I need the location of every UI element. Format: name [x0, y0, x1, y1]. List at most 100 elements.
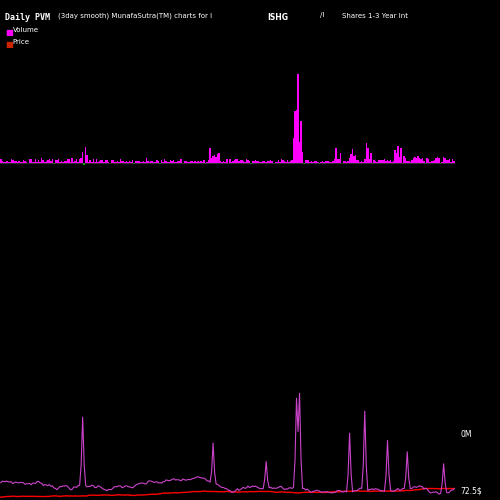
- Bar: [206, 162, 208, 163]
- Bar: [21, 162, 23, 163]
- Bar: [356, 160, 358, 163]
- Bar: [188, 162, 190, 163]
- Bar: [74, 162, 76, 163]
- Bar: [306, 160, 308, 163]
- Bar: [220, 162, 222, 163]
- Bar: [384, 158, 385, 163]
- Bar: [15, 161, 16, 163]
- Text: Shares 1-3 Year Int: Shares 1-3 Year Int: [342, 12, 408, 18]
- Text: ISHG: ISHG: [268, 12, 288, 22]
- Bar: [156, 160, 158, 163]
- Bar: [217, 154, 218, 163]
- Bar: [148, 162, 150, 163]
- Bar: [8, 162, 9, 163]
- Bar: [296, 110, 298, 163]
- Bar: [170, 160, 172, 163]
- Bar: [290, 161, 291, 163]
- Bar: [378, 160, 379, 163]
- Bar: [6, 161, 8, 163]
- Bar: [202, 162, 203, 163]
- Bar: [14, 161, 15, 163]
- Bar: [52, 158, 53, 163]
- Bar: [316, 162, 317, 163]
- Bar: [402, 163, 404, 164]
- Bar: [434, 160, 436, 163]
- Bar: [140, 162, 141, 163]
- Bar: [261, 162, 262, 163]
- Bar: [288, 162, 290, 163]
- Bar: [267, 160, 268, 163]
- Bar: [387, 160, 388, 163]
- Bar: [262, 160, 264, 163]
- Bar: [20, 162, 21, 163]
- Bar: [2, 162, 3, 163]
- Text: 72.5$: 72.5$: [460, 486, 482, 495]
- Bar: [122, 161, 123, 163]
- Bar: [100, 160, 102, 163]
- Bar: [141, 162, 142, 163]
- Bar: [240, 160, 241, 163]
- Bar: [192, 162, 194, 163]
- Bar: [226, 160, 228, 163]
- Bar: [374, 161, 376, 163]
- Bar: [324, 162, 326, 163]
- Bar: [60, 160, 62, 163]
- Bar: [298, 74, 299, 163]
- Bar: [126, 160, 128, 163]
- Bar: [142, 161, 144, 163]
- Bar: [116, 162, 117, 163]
- Bar: [247, 160, 248, 163]
- Bar: [348, 161, 349, 163]
- Bar: [302, 152, 304, 163]
- Bar: [443, 157, 444, 163]
- Bar: [38, 160, 40, 163]
- Bar: [104, 160, 106, 163]
- Bar: [323, 162, 324, 163]
- Bar: [4, 162, 6, 163]
- Bar: [311, 161, 312, 163]
- Bar: [59, 162, 60, 163]
- Bar: [211, 158, 212, 163]
- Bar: [48, 160, 50, 163]
- Bar: [191, 162, 192, 163]
- Bar: [134, 163, 135, 164]
- Bar: [255, 160, 256, 163]
- Bar: [437, 157, 438, 163]
- Bar: [82, 152, 84, 163]
- Bar: [150, 162, 152, 163]
- Bar: [203, 160, 205, 163]
- Bar: [278, 160, 279, 163]
- Bar: [318, 163, 320, 164]
- Bar: [444, 158, 446, 163]
- Bar: [88, 162, 90, 163]
- Bar: [436, 158, 437, 163]
- Bar: [41, 158, 42, 163]
- Bar: [65, 161, 66, 163]
- Bar: [367, 148, 368, 163]
- Bar: [197, 161, 198, 163]
- Bar: [216, 158, 217, 163]
- Bar: [416, 158, 417, 163]
- Bar: [396, 154, 398, 163]
- Bar: [268, 161, 270, 163]
- Bar: [53, 163, 54, 164]
- Bar: [354, 156, 355, 163]
- Bar: [372, 163, 373, 164]
- Bar: [68, 159, 70, 163]
- Bar: [446, 160, 448, 163]
- Bar: [350, 154, 352, 163]
- Bar: [80, 158, 82, 163]
- Bar: [330, 162, 332, 163]
- Bar: [96, 159, 97, 163]
- Bar: [79, 159, 80, 163]
- Bar: [335, 148, 336, 163]
- Bar: [388, 162, 390, 163]
- Bar: [117, 161, 118, 163]
- Bar: [400, 148, 402, 163]
- Bar: [214, 155, 216, 163]
- Bar: [344, 161, 346, 163]
- Bar: [102, 160, 103, 163]
- Text: ■: ■: [5, 28, 13, 36]
- Bar: [205, 163, 206, 164]
- Bar: [66, 159, 68, 163]
